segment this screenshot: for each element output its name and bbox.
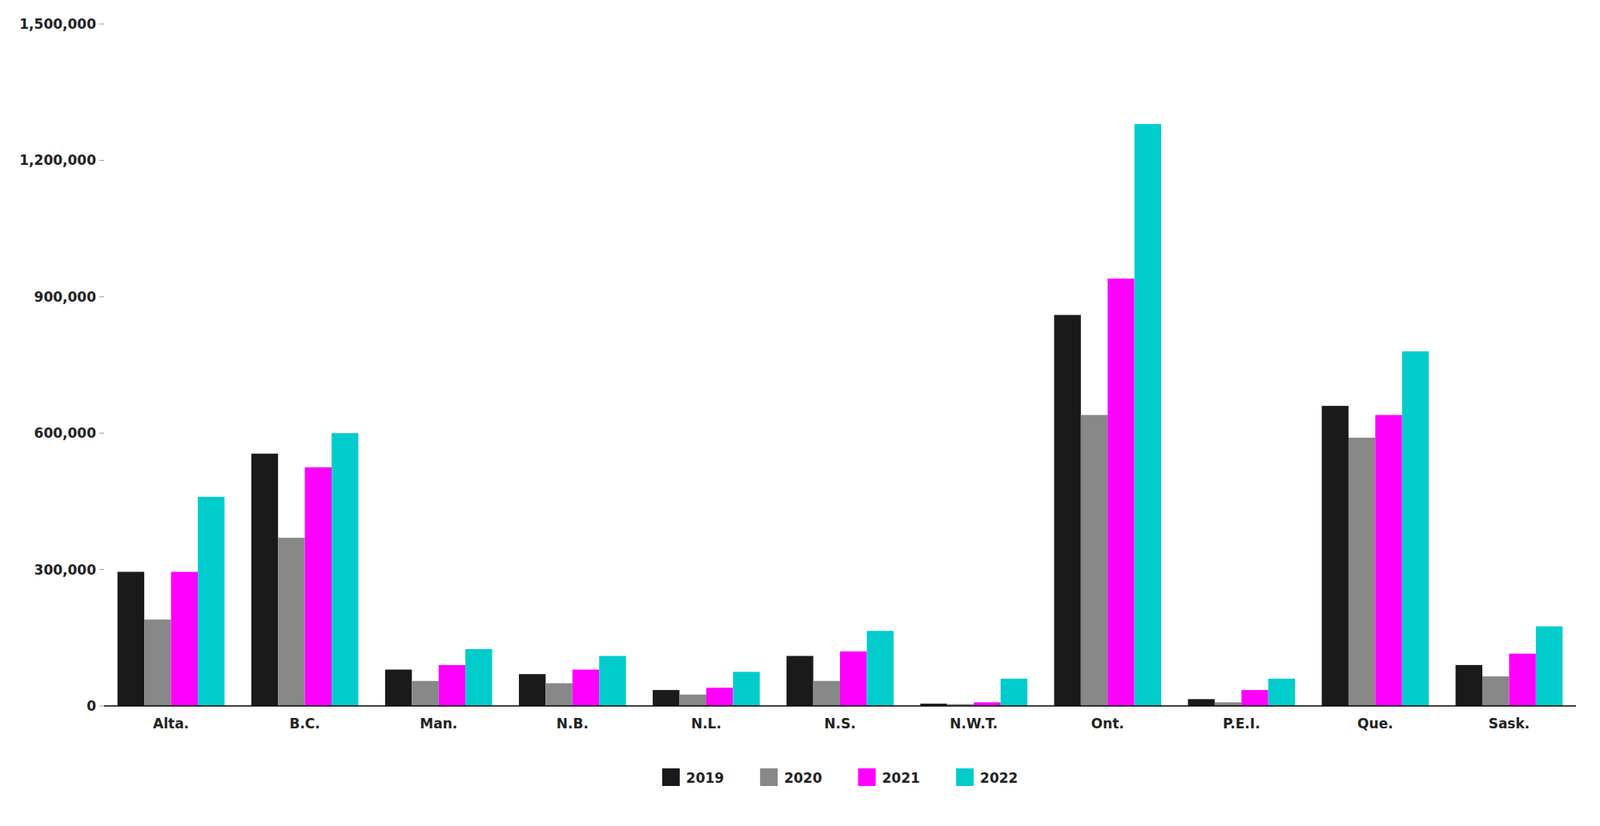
legend: 2019 2020 2021 2022 <box>662 768 1018 787</box>
y-tick <box>99 706 105 708</box>
bar <box>1482 676 1509 707</box>
bar <box>1053 315 1081 707</box>
bar <box>1535 627 1563 707</box>
legend-label: 2020 <box>783 770 822 787</box>
bar <box>572 670 599 707</box>
bar <box>652 690 680 707</box>
bars <box>117 124 1564 707</box>
x-tick-label: N.L. <box>691 715 722 732</box>
y-tick-label: 1,200,000 <box>19 152 97 169</box>
x-tick-label: B.C. <box>289 715 320 732</box>
bar <box>1374 414 1402 707</box>
bar <box>1187 699 1215 707</box>
bar <box>197 497 225 707</box>
chart-container: 0 300,000 600,000 900,000 1,200,000 1,500,000… <box>0 0 1600 826</box>
bar <box>465 649 492 707</box>
bar <box>144 619 171 707</box>
bar <box>598 656 626 707</box>
legend-label: 2022 <box>980 770 1018 787</box>
bar <box>732 671 760 707</box>
bar <box>277 538 305 707</box>
bar <box>1322 406 1349 707</box>
x-tick-label: N.B. <box>556 715 589 732</box>
bar <box>251 454 278 707</box>
legend-swatch <box>662 768 680 787</box>
y-axis: 0 300,000 600,000 900,000 1,200,000 1,500,000 <box>19 16 105 715</box>
bar <box>813 681 841 707</box>
legend-swatch <box>759 768 778 787</box>
y-tick-label: 0 <box>86 698 97 715</box>
legend-swatch <box>858 768 877 787</box>
bar <box>1107 278 1134 707</box>
bar <box>331 433 358 707</box>
x-tick-label: Sask. <box>1488 715 1531 732</box>
bar <box>706 687 733 707</box>
x-tick-label: Ont. <box>1091 715 1125 732</box>
x-tick-label: Man. <box>419 715 458 732</box>
bar <box>1134 124 1162 707</box>
y-tick <box>99 433 105 435</box>
bar <box>1508 654 1536 707</box>
y-tick-label: 1,500,000 <box>19 16 97 33</box>
bar <box>411 681 439 707</box>
bar <box>1001 679 1028 707</box>
bar <box>438 665 466 707</box>
y-tick <box>99 160 105 161</box>
x-tick-label: Que. <box>1357 715 1394 732</box>
bar <box>385 670 412 707</box>
bar <box>786 656 813 707</box>
bar <box>679 695 706 707</box>
chart: 0 300,000 600,000 900,000 1,200,000 1,500,000… <box>0 0 1600 826</box>
bar <box>840 651 867 707</box>
bar <box>545 683 572 707</box>
x-axis: Alta. B.C. Man. N.B. N.L. N.S. N.W.T. Ont. P.E.I… <box>104 706 1576 732</box>
bar <box>518 674 546 707</box>
bar <box>117 571 145 707</box>
y-tick-label: 600,000 <box>34 425 97 442</box>
legend-item: 2020 <box>759 768 822 787</box>
legend-label: 2019 <box>686 770 724 787</box>
legend-item: 2021 <box>858 768 921 787</box>
y-tick <box>99 296 105 298</box>
bar <box>1348 438 1375 707</box>
bar <box>866 631 893 707</box>
bar <box>1081 414 1108 707</box>
y-tick-label: 300,000 <box>34 562 97 579</box>
x-axis-line <box>104 705 1576 708</box>
x-tick-label: Alta. <box>152 715 189 732</box>
legend-item: 2019 <box>662 768 724 787</box>
bar <box>1402 351 1429 707</box>
y-tick <box>99 569 105 571</box>
legend-item: 2022 <box>956 768 1018 787</box>
bar <box>305 467 332 707</box>
x-tick-label: N.S. <box>824 715 856 732</box>
x-tick-label: N.W.T. <box>949 715 998 732</box>
legend-swatch <box>956 768 974 787</box>
x-tick-label: P.E.I. <box>1222 715 1261 732</box>
legend-label: 2021 <box>882 770 921 787</box>
y-tick <box>99 24 105 25</box>
bar <box>1268 679 1295 707</box>
bar <box>171 571 198 707</box>
bar <box>1241 690 1268 707</box>
bar <box>1455 665 1483 707</box>
y-tick-label: 900,000 <box>34 289 97 306</box>
